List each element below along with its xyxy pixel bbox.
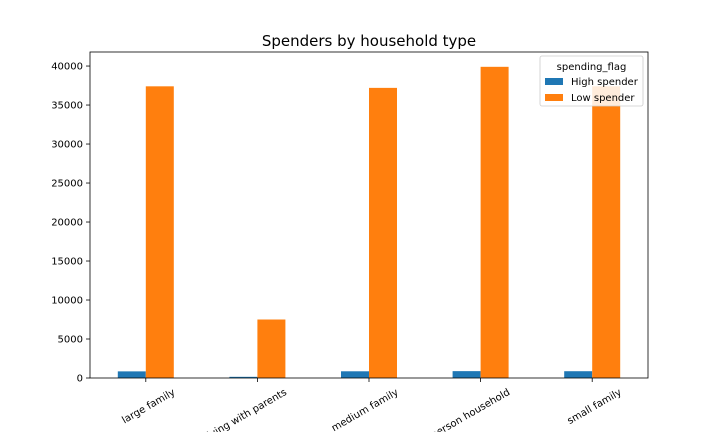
x-tick-label: medium family <box>330 387 401 432</box>
bar-high-spender-0 <box>117 371 146 378</box>
x-tick-label: living with parents <box>203 387 289 432</box>
x-tick-label: large family <box>120 387 177 426</box>
y-tick-label: 35000 <box>51 101 83 112</box>
bar-low-spender-0 <box>145 86 174 378</box>
bar-low-spender-1 <box>257 319 286 378</box>
bar-low-spender-2 <box>369 87 397 378</box>
bar-low-spender-3 <box>480 66 509 379</box>
bar-low-spender-4 <box>592 86 621 378</box>
y-tick-label: 5000 <box>58 335 83 346</box>
y-tick-label: 20000 <box>51 218 83 229</box>
chart-title: Spenders by household type <box>262 32 476 50</box>
legend-swatch <box>545 78 563 85</box>
y-tick-label: 15000 <box>51 257 83 268</box>
legend-title: spending_flag <box>557 62 627 73</box>
legend-box <box>539 55 644 107</box>
legend-label: High spender <box>571 77 639 88</box>
x-tick-label: one person household <box>410 387 512 432</box>
y-tick-label: 25000 <box>51 179 83 190</box>
bar-high-spender-2 <box>341 371 369 378</box>
bar-high-spender-3 <box>452 371 481 378</box>
legend-swatch <box>545 94 563 101</box>
y-tick-label: 30000 <box>51 140 83 151</box>
bar-high-spender-4 <box>564 371 593 378</box>
x-tick-label: small family <box>566 387 624 427</box>
bar-high-spender-1 <box>229 376 258 378</box>
y-tick-label: 0 <box>77 374 83 385</box>
legend-label: Low spender <box>571 93 635 104</box>
y-tick-label: 10000 <box>51 296 83 307</box>
bars <box>117 66 621 379</box>
legend: spending_flag High spender Low spender <box>539 55 644 107</box>
y-tick-label: 40000 <box>51 62 83 73</box>
